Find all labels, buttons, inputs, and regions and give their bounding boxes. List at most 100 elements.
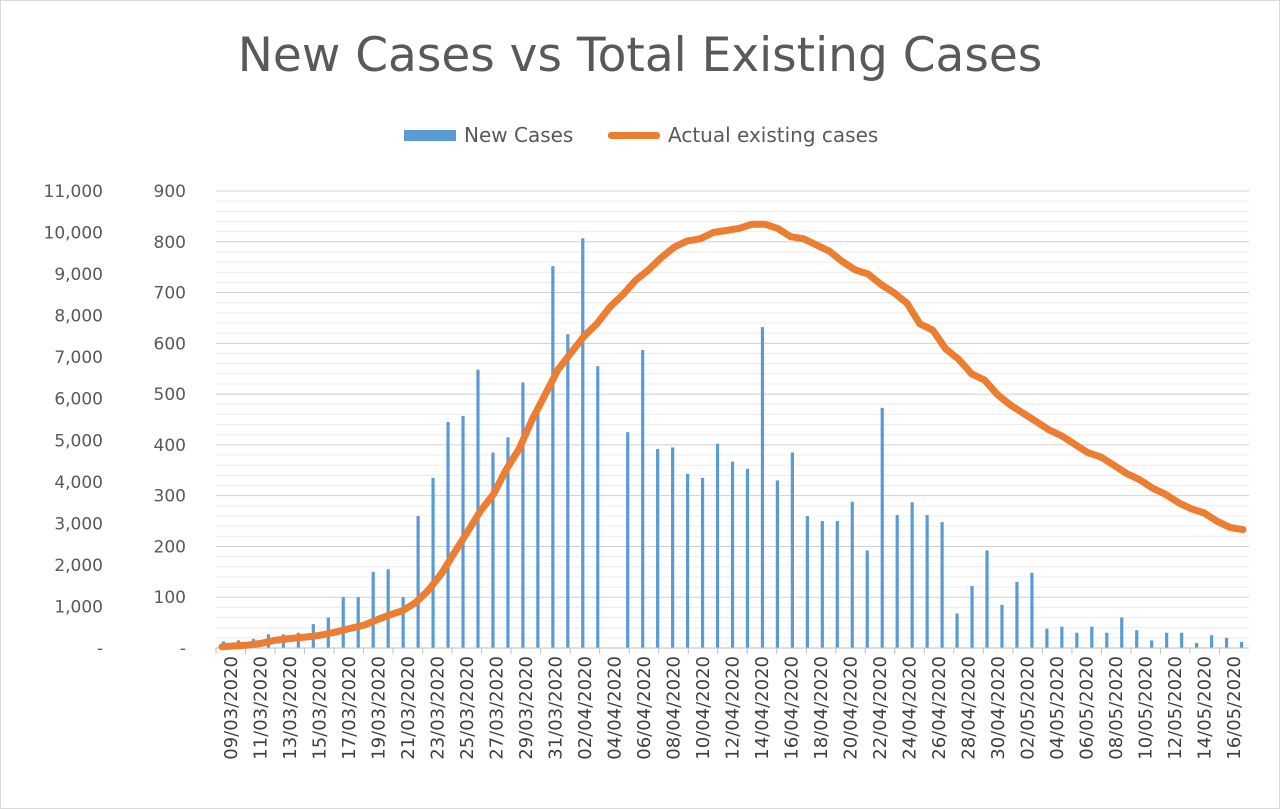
left-axis-tick-label: 11,000 — [44, 182, 103, 202]
bar-new-cases — [1000, 604, 1004, 648]
x-tick-label: 30/04/2020 — [988, 656, 1009, 760]
bar-new-cases — [641, 349, 645, 648]
bar-new-cases — [431, 477, 435, 648]
bar-new-cases — [805, 515, 809, 648]
x-tick-label: 06/04/2020 — [634, 656, 655, 760]
x-tick-label: 15/03/2020 — [309, 656, 330, 760]
x-tick-label: 08/05/2020 — [1106, 656, 1127, 760]
x-tick-label: 16/04/2020 — [782, 656, 803, 760]
bar-new-cases — [1090, 626, 1094, 648]
x-tick-label: 08/04/2020 — [663, 656, 684, 760]
bar-new-cases — [506, 437, 510, 648]
bar-new-cases — [521, 382, 525, 648]
bar-new-cases — [1015, 581, 1019, 648]
bar-new-cases — [1180, 632, 1184, 648]
x-tick-label: 21/03/2020 — [398, 656, 419, 760]
right-axis-tick-label: 400 — [154, 436, 186, 456]
bar-new-cases — [536, 404, 540, 648]
x-tick-label: 23/03/2020 — [427, 656, 448, 760]
bar-new-cases — [656, 448, 660, 648]
right-axis-tick-label: 800 — [154, 233, 186, 253]
x-tick-label: 12/04/2020 — [723, 656, 744, 760]
left-axis-tick-label: 8,000 — [54, 307, 103, 327]
x-tick-label: 27/03/2020 — [486, 656, 507, 760]
bar-new-cases — [910, 502, 914, 648]
x-tick-label: 17/03/2020 — [339, 656, 360, 760]
bar-new-cases — [970, 586, 974, 648]
x-tick-label: 22/04/2020 — [870, 656, 891, 760]
left-axis-tick-labels: - 1,000 2,000 3,000 4,000 5,000 6,000 7,000 8,00… — [44, 182, 103, 659]
existing-cases-line-layer — [218, 220, 1247, 651]
bar-new-cases — [745, 468, 750, 648]
x-tick-label: 12/05/2020 — [1165, 656, 1186, 760]
x-tick-label: 20/04/2020 — [841, 656, 862, 760]
bar-new-cases — [880, 407, 884, 648]
bar-new-cases — [1075, 632, 1079, 648]
x-axis: 09/03/2020 11/03/2020 13/03/2020 15/03/2020… — [215, 647, 1249, 760]
bar-new-cases — [596, 366, 600, 648]
left-axis-tick-label: 6,000 — [54, 390, 103, 410]
right-axis-tick-label: 200 — [154, 537, 186, 557]
line-existing-cases — [218, 220, 1247, 651]
x-tick-label: 24/04/2020 — [900, 656, 921, 760]
bar-new-cases — [865, 550, 869, 648]
bar-new-cases — [955, 613, 959, 648]
bar-new-cases — [850, 501, 854, 648]
bar-new-cases — [341, 597, 345, 648]
bar-new-cases — [626, 432, 630, 648]
bar-new-cases — [1120, 617, 1124, 648]
left-axis-tick-label: 10,000 — [44, 224, 103, 244]
bar-new-cases — [1239, 641, 1244, 648]
bar-new-cases — [416, 515, 420, 648]
bar-new-cases — [1165, 632, 1169, 648]
bar-new-cases — [1209, 635, 1214, 648]
x-tick-label: 04/05/2020 — [1047, 656, 1068, 760]
bar-new-cases — [730, 461, 735, 648]
x-tick-label: 14/04/2020 — [752, 656, 773, 760]
x-tick-label: 26/04/2020 — [929, 656, 950, 760]
bar-new-cases — [671, 447, 675, 648]
right-axis-tick-label: 600 — [154, 334, 186, 354]
bar-new-cases — [940, 522, 944, 648]
bar-new-cases — [1030, 572, 1034, 648]
bar-new-cases — [985, 550, 989, 648]
x-tick-label: 02/04/2020 — [575, 656, 596, 760]
bar-new-cases — [1045, 628, 1049, 648]
right-axis-tick-labels: - 100 200 300 400 500 600 700 800 900 — [154, 182, 186, 659]
bar-new-cases — [700, 477, 705, 648]
bar-new-cases — [925, 514, 929, 648]
new-cases-bars — [221, 238, 1244, 648]
right-axis-tick-label: 100 — [154, 588, 186, 608]
x-tick-label: 11/03/2020 — [250, 656, 271, 760]
bar-new-cases — [581, 238, 585, 648]
bar-new-cases — [835, 521, 839, 648]
bar-new-cases — [1224, 637, 1229, 648]
bar-new-cases — [446, 422, 450, 648]
x-tick-label: 29/03/2020 — [516, 656, 537, 760]
bar-new-cases — [1060, 626, 1064, 648]
right-axis-tick-label: - — [180, 639, 186, 659]
bar-new-cases — [715, 443, 720, 648]
bar-new-cases — [356, 597, 360, 648]
x-tick-label: 18/04/2020 — [811, 656, 832, 760]
left-axis-tick-label: 7,000 — [54, 348, 103, 368]
x-tick-label: 10/04/2020 — [693, 656, 714, 760]
legend-swatch-line — [608, 131, 660, 139]
left-axis-tick-label: 1,000 — [54, 597, 103, 617]
left-axis-tick-label: 5,000 — [54, 431, 103, 451]
bar-new-cases — [371, 571, 375, 648]
bar-new-cases — [790, 452, 794, 648]
right-axis-tick-label: 900 — [154, 182, 186, 202]
bar-new-cases — [566, 334, 570, 648]
left-axis-tick-label: 2,000 — [54, 556, 103, 576]
bar-new-cases — [895, 514, 899, 648]
x-tick-label: 06/05/2020 — [1077, 656, 1098, 760]
x-tick-label: 19/03/2020 — [368, 656, 389, 760]
bar-new-cases — [551, 266, 555, 648]
x-tick-label: 13/03/2020 — [280, 656, 301, 760]
bar-new-cases — [401, 597, 405, 648]
bar-new-cases — [1195, 642, 1199, 648]
x-tick-label: 02/05/2020 — [1018, 656, 1039, 760]
bar-new-cases — [685, 473, 690, 648]
